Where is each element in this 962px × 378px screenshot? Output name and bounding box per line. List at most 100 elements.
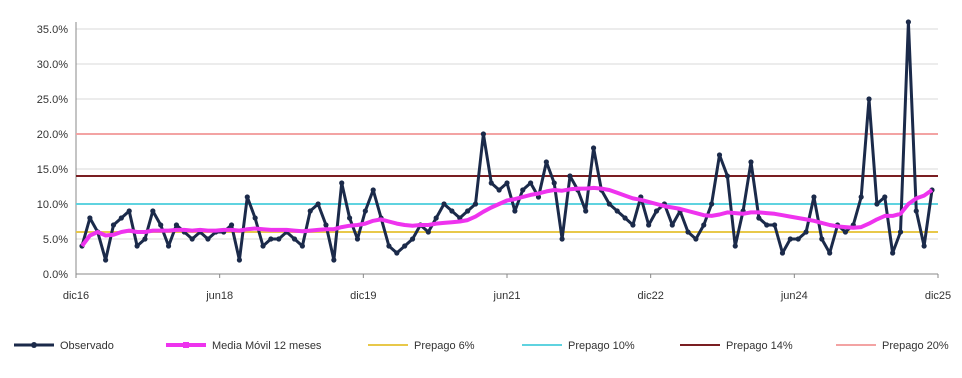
data-point-observado bbox=[205, 236, 210, 241]
data-point-observado bbox=[693, 236, 698, 241]
data-point-observado bbox=[914, 208, 919, 213]
data-point-observado bbox=[363, 208, 368, 213]
data-point-observado bbox=[504, 180, 509, 185]
data-point-observado bbox=[394, 250, 399, 255]
data-point-observado bbox=[410, 236, 415, 241]
data-point-observado bbox=[654, 208, 659, 213]
y-tick-label: 5.0% bbox=[43, 234, 68, 246]
data-point-observado bbox=[134, 243, 139, 248]
x-tick-label: dic25 bbox=[925, 290, 951, 302]
data-point-observado bbox=[764, 222, 769, 227]
data-point-observado bbox=[843, 229, 848, 234]
data-point-observado bbox=[583, 208, 588, 213]
data-point-observado bbox=[449, 208, 454, 213]
legend-label: Prepago 6% bbox=[414, 340, 475, 352]
data-point-observado bbox=[158, 222, 163, 227]
x-tick-label: dic22 bbox=[638, 290, 664, 302]
data-point-observado bbox=[166, 243, 171, 248]
data-point-observado bbox=[733, 243, 738, 248]
data-point-observado bbox=[859, 194, 864, 199]
data-point-observado bbox=[308, 208, 313, 213]
legend-marker bbox=[31, 342, 37, 348]
x-tick-label: jun21 bbox=[493, 290, 521, 302]
data-point-observado bbox=[386, 243, 391, 248]
data-point-observado bbox=[434, 215, 439, 220]
data-point-observado bbox=[111, 222, 116, 227]
data-point-observado bbox=[827, 250, 832, 255]
data-point-observado bbox=[811, 194, 816, 199]
data-point-observado bbox=[520, 187, 525, 192]
data-point-observado bbox=[489, 180, 494, 185]
data-point-observado bbox=[402, 243, 407, 248]
data-point-observado bbox=[630, 222, 635, 227]
data-point-observado bbox=[190, 236, 195, 241]
data-point-observado bbox=[300, 243, 305, 248]
data-point-observado bbox=[780, 250, 785, 255]
data-point-observado bbox=[528, 180, 533, 185]
y-tick-label: 10.0% bbox=[37, 199, 68, 211]
data-point-observado bbox=[119, 215, 124, 220]
data-point-observado bbox=[355, 236, 360, 241]
data-point-observado bbox=[874, 201, 879, 206]
data-point-observado bbox=[701, 222, 706, 227]
data-point-observado bbox=[803, 229, 808, 234]
x-tick-label: jun24 bbox=[780, 290, 808, 302]
series-line-observado bbox=[82, 22, 932, 260]
y-tick-label: 25.0% bbox=[37, 94, 68, 106]
data-point-observado bbox=[685, 229, 690, 234]
data-point-observado bbox=[229, 222, 234, 227]
data-point-observado bbox=[127, 208, 132, 213]
x-tick-label: dic16 bbox=[63, 290, 89, 302]
data-point-observado bbox=[748, 159, 753, 164]
data-point-observado bbox=[276, 236, 281, 241]
data-point-observado bbox=[347, 215, 352, 220]
legend-label: Prepago 20% bbox=[882, 340, 949, 352]
data-point-observado bbox=[615, 208, 620, 213]
data-point-observado bbox=[150, 208, 155, 213]
y-tick-label: 30.0% bbox=[37, 59, 68, 71]
data-point-observado bbox=[292, 236, 297, 241]
data-point-observado bbox=[906, 19, 911, 24]
data-point-observado bbox=[331, 257, 336, 262]
data-point-observado bbox=[323, 222, 328, 227]
y-tick-label: 35.0% bbox=[37, 24, 68, 36]
data-point-observado bbox=[866, 96, 871, 101]
data-point-observado bbox=[756, 215, 761, 220]
data-point-observado bbox=[552, 180, 557, 185]
data-point-observado bbox=[882, 194, 887, 199]
data-point-observado bbox=[725, 173, 730, 178]
data-point-observado bbox=[174, 222, 179, 227]
data-point-observado bbox=[142, 236, 147, 241]
data-point-observado bbox=[922, 243, 927, 248]
data-point-observado bbox=[717, 152, 722, 157]
data-point-observado bbox=[253, 215, 258, 220]
data-point-observado bbox=[245, 194, 250, 199]
legend-marker bbox=[183, 342, 189, 348]
data-point-observado bbox=[512, 208, 517, 213]
data-point-observado bbox=[559, 236, 564, 241]
data-point-observado bbox=[339, 180, 344, 185]
x-tick-label: dic19 bbox=[350, 290, 376, 302]
legend-label: Prepago 10% bbox=[568, 340, 635, 352]
data-point-observado bbox=[441, 201, 446, 206]
data-point-observado bbox=[898, 229, 903, 234]
data-point-observado bbox=[237, 257, 242, 262]
data-point-observado bbox=[481, 131, 486, 136]
legend-label: Media Móvil 12 meses bbox=[212, 340, 322, 352]
data-point-observado bbox=[268, 236, 273, 241]
legend-label: Prepago 14% bbox=[726, 340, 793, 352]
data-point-observado bbox=[465, 208, 470, 213]
data-point-observado bbox=[670, 222, 675, 227]
data-point-observado bbox=[788, 236, 793, 241]
legend-label: Observado bbox=[60, 340, 114, 352]
data-point-observado bbox=[544, 159, 549, 164]
data-point-observado bbox=[796, 236, 801, 241]
data-point-observado bbox=[260, 243, 265, 248]
data-point-observado bbox=[772, 222, 777, 227]
data-point-observado bbox=[103, 257, 108, 262]
data-point-observado bbox=[890, 250, 895, 255]
data-point-observado bbox=[709, 201, 714, 206]
data-point-observado bbox=[316, 201, 321, 206]
